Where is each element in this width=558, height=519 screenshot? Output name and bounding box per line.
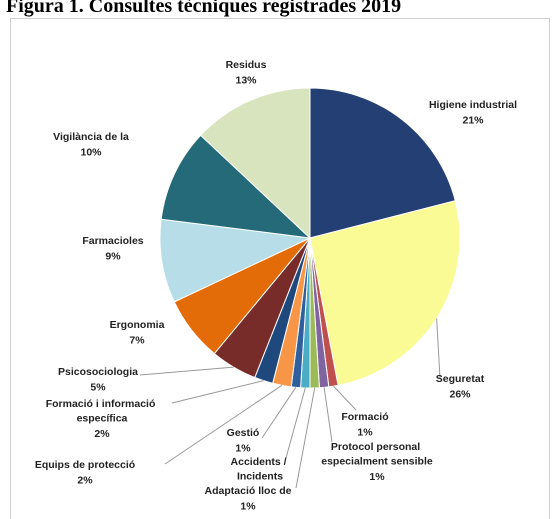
slice-value-label: 21%: [462, 115, 484, 127]
slice-label: Psicosociologia: [58, 366, 138, 378]
leader-line: [323, 387, 333, 443]
leader-line: [164, 384, 283, 465]
slice-label: Equips de protecció: [35, 459, 135, 471]
slice-label: Residus: [226, 59, 267, 71]
slice-value-label: 9%: [105, 251, 121, 263]
pie-slice: [160, 134, 312, 239]
slice-value-label: 1%: [240, 501, 256, 513]
slice-value-label: 10%: [80, 147, 102, 159]
slice-value-label: 1%: [235, 443, 251, 455]
leader-line: [261, 387, 297, 439]
slice-label: Gestió: [227, 427, 260, 439]
slice-label: Ergonomia: [110, 319, 165, 331]
chart-title: Figura 1. Consultes tècniques registrade…: [6, 0, 401, 17]
slice-value-label: 26%: [449, 389, 471, 401]
pie-slice: [309, 200, 461, 386]
slice-value-label: 2%: [77, 475, 93, 487]
leader-line: [285, 387, 306, 459]
slice-label: Farmacioles: [82, 235, 143, 247]
slice-label: Accidents / Incidents: [231, 456, 290, 483]
slice-value-label: 1%: [357, 427, 373, 439]
slice-label: Formació: [341, 411, 388, 423]
slice-value-label: 13%: [235, 75, 257, 87]
slice-label: Vigilància de la: [53, 131, 129, 143]
pie-slice: [159, 218, 312, 303]
slice-label: Higiene industrial: [429, 99, 517, 111]
slice-label: Formació i informació específica: [46, 398, 159, 425]
slice-value-label: 1%: [369, 471, 385, 483]
pie-slice: [309, 87, 456, 239]
leader-line: [436, 318, 441, 379]
leader-line: [333, 385, 357, 411]
slice-value-label: 2%: [94, 428, 110, 440]
slice-label: Adaptació lloc de: [205, 485, 292, 497]
leader-line: [171, 380, 264, 404]
leader-line: [139, 366, 234, 376]
slice-value-label: 7%: [129, 335, 145, 347]
pie-slice: [199, 87, 311, 240]
slice-value-label: 5%: [90, 382, 106, 394]
slice-label: Seguretat: [436, 373, 485, 385]
leader-line: [295, 387, 316, 489]
slice-label: Protocol personal especialment sensible: [321, 441, 433, 468]
